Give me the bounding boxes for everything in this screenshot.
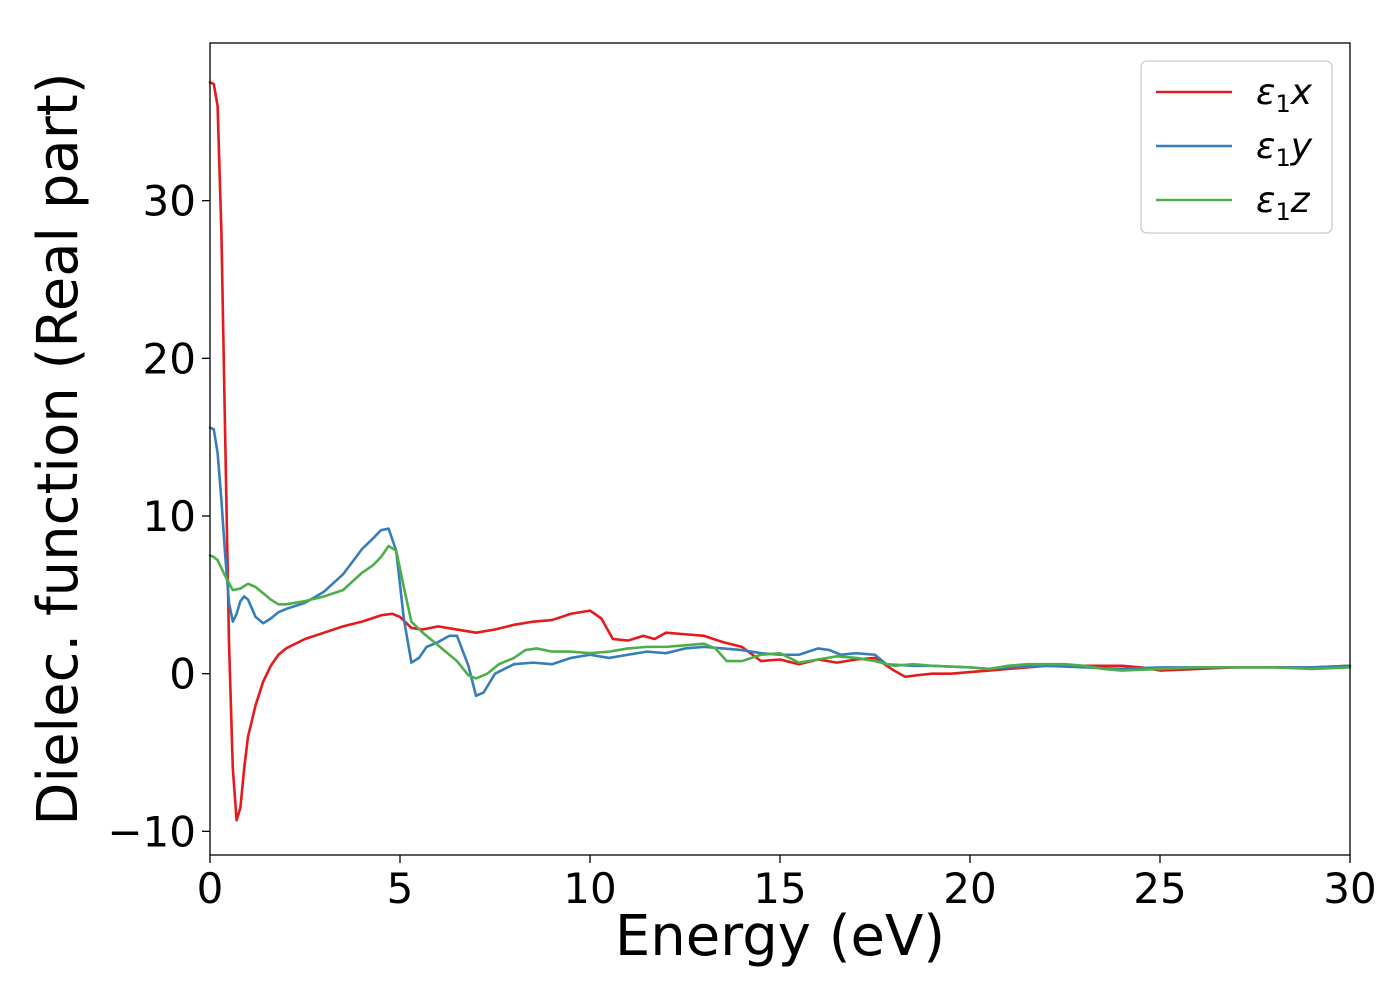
- y-axis-ticks: −10 0 10 20 30: [107, 177, 210, 856]
- x-tick-label: 15: [753, 864, 806, 913]
- y-tick-label: 10: [143, 492, 196, 541]
- y-tick-label: 0: [169, 650, 196, 699]
- series-line-x: [208, 81, 1352, 822]
- y-tick-label: 20: [143, 334, 196, 383]
- y-axis-label: Dielec. function (Real part): [26, 72, 91, 825]
- legend-label-y: ε1y: [1256, 126, 1313, 172]
- x-axis-ticks: 0 5 10 15 20 25 30: [197, 855, 1377, 913]
- legend-label-x: ε1x: [1256, 72, 1313, 118]
- series-line-z: [208, 544, 1352, 680]
- x-tick-label: 20: [943, 864, 996, 913]
- series-layer: [208, 81, 1352, 822]
- legend: ε1x ε1y ε1z: [1140, 60, 1333, 234]
- y-tick-label: 30: [143, 177, 196, 226]
- x-tick-label: 30: [1323, 864, 1376, 913]
- x-axis-label: Energy (eV): [615, 904, 945, 969]
- x-tick-label: 0: [197, 864, 224, 913]
- y-tick-label: −10: [107, 807, 196, 856]
- legend-label-z: ε1z: [1256, 180, 1311, 226]
- x-tick-label: 25: [1133, 864, 1186, 913]
- legend-frame: [1140, 60, 1333, 234]
- x-tick-label: 5: [387, 864, 414, 913]
- x-tick-label: 10: [563, 864, 616, 913]
